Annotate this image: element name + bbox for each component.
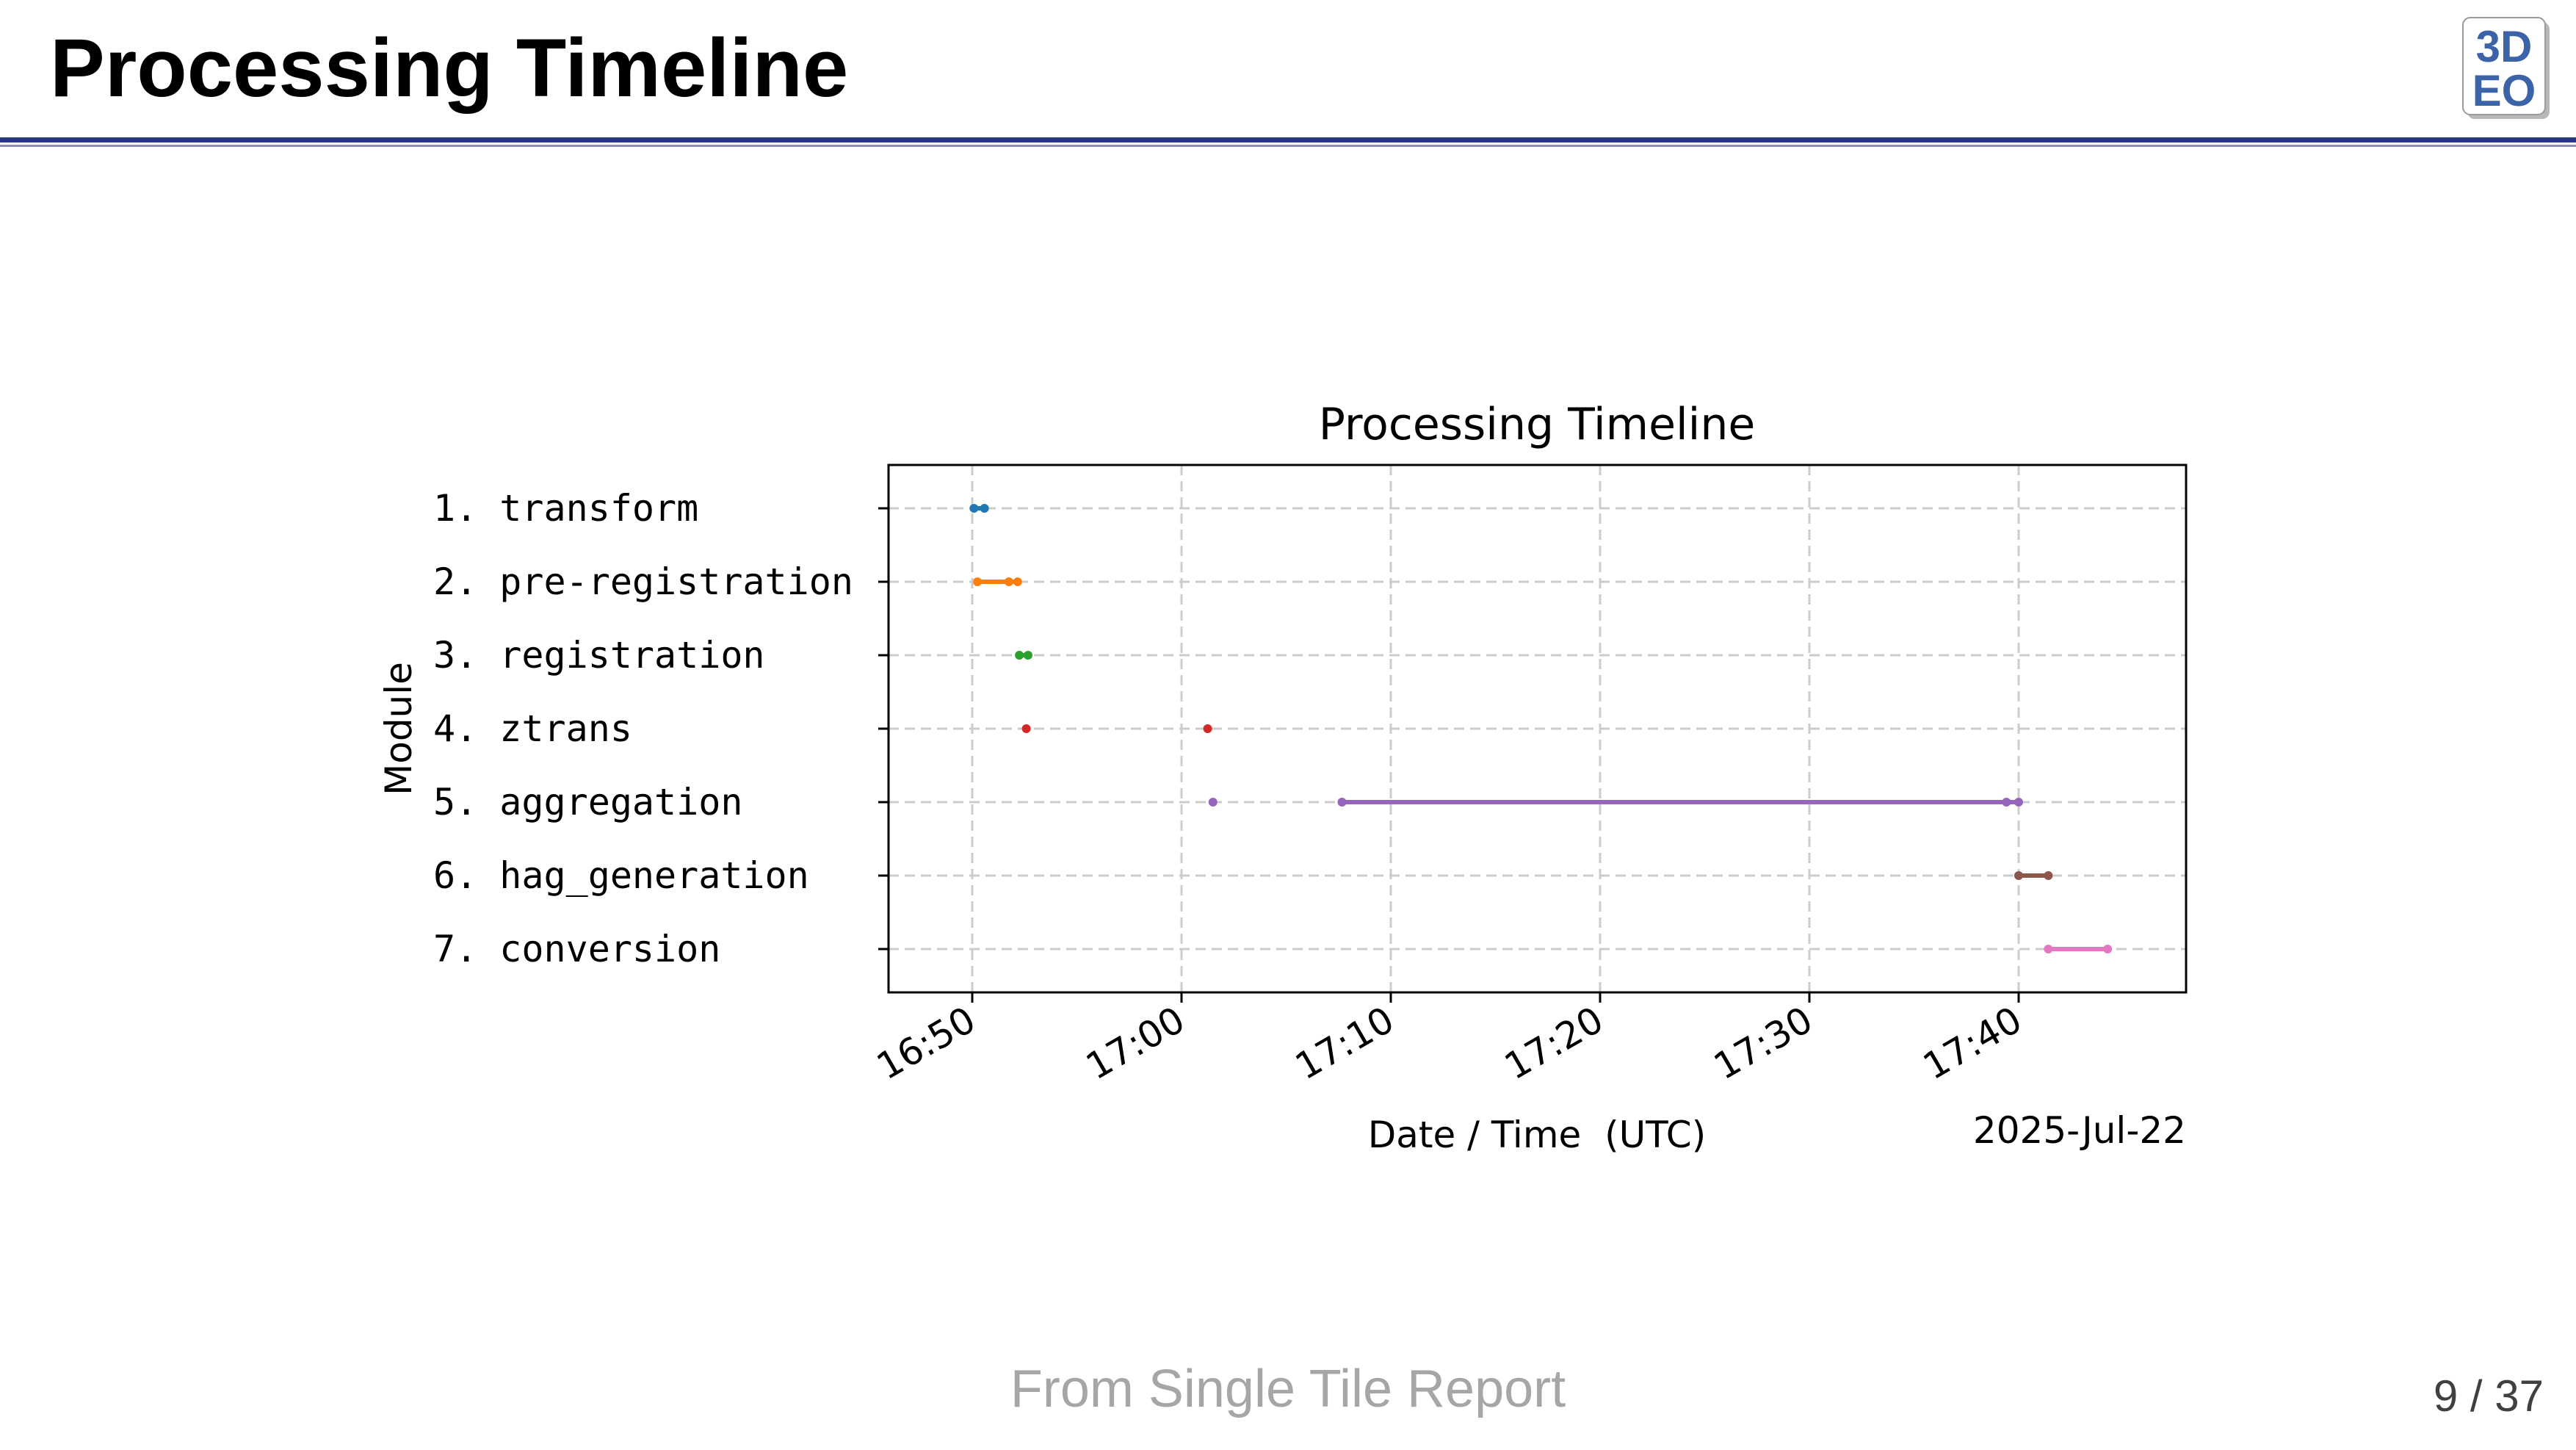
x-axis-label: Date / Time (UTC) <box>1368 1114 1706 1156</box>
timeline-point <box>1004 577 1013 586</box>
svg-text:EO: EO <box>2472 66 2536 115</box>
y-tick-label: 1. transform <box>433 487 698 530</box>
footer-source: From Single Tile Report <box>1010 1360 1566 1418</box>
y-tick-label: 4. ztrans <box>433 707 632 750</box>
timeline-point <box>1203 724 1212 733</box>
timeline-point <box>2014 871 2023 880</box>
timeline-point <box>2002 798 2011 807</box>
chart-title: Processing Timeline <box>1319 399 1756 450</box>
y-axis-label: Module <box>377 662 420 796</box>
axes: 1. transform 2. pre-registration 3. regist… <box>433 487 2029 1088</box>
timeline-point <box>969 504 979 513</box>
x-tick-label: 17:30 <box>1707 998 1820 1088</box>
data-marks <box>969 504 2113 953</box>
timeline-point <box>2044 945 2053 953</box>
timeline-point <box>1021 724 1031 733</box>
x-tick-label: 17:00 <box>1079 998 1192 1088</box>
timeline-point <box>2044 871 2053 880</box>
timeline-point <box>1337 798 1347 807</box>
timeline-point <box>1015 651 1024 660</box>
page-number: 9 / 37 <box>2433 1371 2544 1421</box>
timeline-point <box>980 504 989 513</box>
timeline-point <box>2103 945 2113 953</box>
y-tick-label: 7. conversion <box>433 928 720 970</box>
y-tick-label: 3. registration <box>433 634 765 677</box>
grid-lines <box>889 465 2186 992</box>
svg-text:3D: 3D <box>2476 22 2533 71</box>
timeline-point <box>1024 651 1032 660</box>
y-tick-label: 6. hag_generation <box>433 854 809 897</box>
title-rule <box>0 137 2576 143</box>
x-tick-label: 16:50 <box>869 998 983 1088</box>
timeline-point <box>1013 577 1022 586</box>
x-tick-label: 17:20 <box>1497 998 1610 1088</box>
title-rule-thin <box>0 145 2576 147</box>
slide-title: Processing Timeline <box>50 22 849 114</box>
x-tick-label: 17:10 <box>1288 998 1401 1088</box>
y-tick-label: 2. pre-registration <box>433 560 853 603</box>
date-label: 2025-Jul-22 <box>1973 1109 2186 1152</box>
3deo-logo: 3D EO <box>2462 17 2550 119</box>
timeline-point <box>2014 798 2023 807</box>
x-tick-label: 17:40 <box>1916 998 2029 1088</box>
timeline-point <box>1208 798 1218 807</box>
timeline-point <box>973 577 983 586</box>
y-tick-label: 5. aggregation <box>433 781 742 823</box>
